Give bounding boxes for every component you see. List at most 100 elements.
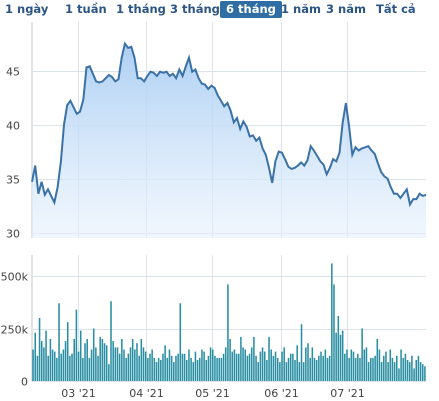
volume-bar xyxy=(333,284,335,381)
volume-bar xyxy=(376,339,379,381)
volume-bar xyxy=(129,347,132,381)
volume-bar xyxy=(168,349,171,381)
volume-bar xyxy=(201,349,203,381)
volume-bar xyxy=(259,351,262,381)
volume-bar xyxy=(361,328,363,381)
volume-bar xyxy=(244,349,247,381)
price-line xyxy=(31,41,427,208)
tab-1-year[interactable]: 1 năm xyxy=(281,2,321,16)
volume-bar xyxy=(136,343,138,381)
volume-bar xyxy=(69,355,71,381)
volume-bar xyxy=(97,355,99,381)
volume-bar xyxy=(350,349,353,381)
volume-bar xyxy=(415,360,418,381)
volume-bar xyxy=(131,339,134,381)
volume-bar xyxy=(248,353,251,381)
volume-bar xyxy=(49,339,52,381)
volume-bar xyxy=(149,353,151,381)
volume-bar xyxy=(237,353,240,381)
volume-tick-label: 0 xyxy=(21,376,28,389)
volume-bar xyxy=(66,322,69,381)
volume-bar xyxy=(58,303,60,381)
volume-bar xyxy=(134,349,136,381)
volume-bar xyxy=(207,355,210,381)
volume-bar xyxy=(370,357,372,381)
volume-bar xyxy=(224,347,227,381)
volume-bar xyxy=(279,362,281,381)
volume-bar xyxy=(177,353,179,381)
volume-bar xyxy=(322,355,324,381)
volume-bar xyxy=(99,336,101,381)
volume-bar xyxy=(289,353,292,381)
volume-bar xyxy=(220,357,223,381)
volume-bar xyxy=(153,357,156,381)
volume-bar xyxy=(389,349,392,381)
volume-bar xyxy=(285,362,288,381)
volume-bar xyxy=(121,339,123,381)
volume-bar xyxy=(77,351,80,381)
volume-bar xyxy=(408,362,411,381)
volume-bar xyxy=(79,330,82,381)
x-tick-label: 03 '21 xyxy=(61,387,96,400)
volume-bar xyxy=(82,357,84,381)
volume-bar xyxy=(352,351,355,381)
tab-all[interactable]: Tất cả xyxy=(376,2,416,16)
tab-6-months[interactable]: 6 tháng xyxy=(220,1,282,18)
volume-bar xyxy=(400,349,402,381)
volume-bar xyxy=(198,357,201,381)
price-area xyxy=(32,43,426,238)
volume-bar xyxy=(211,349,214,381)
volume-bar xyxy=(188,349,190,381)
volume-bar xyxy=(320,351,322,381)
volume-bar xyxy=(250,347,253,381)
volume-bar xyxy=(331,263,333,381)
volume-bar xyxy=(196,360,199,381)
volume-bar xyxy=(411,355,413,381)
tab-1-week[interactable]: 1 tuần xyxy=(65,2,107,16)
tab-1-day[interactable]: 1 ngày xyxy=(5,2,49,16)
volume-bar xyxy=(214,355,216,381)
volume-bar xyxy=(424,366,426,381)
volume-bar xyxy=(38,318,41,381)
volume-bar xyxy=(363,349,366,381)
volume-bar xyxy=(272,355,275,381)
volume-bar xyxy=(90,349,93,381)
volume-bar xyxy=(95,347,97,381)
volume-bar xyxy=(162,353,164,381)
volume-bar xyxy=(138,355,140,381)
volume-bar xyxy=(300,324,303,381)
volume-bar xyxy=(64,341,67,381)
volume-bar xyxy=(43,347,45,381)
volume-tick-label: 250k xyxy=(1,324,29,337)
tab-1-month[interactable]: 1 tháng xyxy=(116,2,166,16)
volume-bar xyxy=(103,343,106,381)
volume-bar xyxy=(341,330,344,381)
volume-bar xyxy=(218,357,221,381)
volume-bar xyxy=(34,332,37,381)
volume-bar xyxy=(374,355,376,381)
volume-bar xyxy=(205,360,208,381)
volume-bar xyxy=(166,357,169,381)
volume-bar xyxy=(261,347,264,381)
volume-bar xyxy=(344,353,346,381)
volume-bar xyxy=(144,351,147,381)
volume-bar xyxy=(240,336,242,381)
volume-bar xyxy=(419,362,422,381)
volume-bar xyxy=(231,351,234,381)
volume-bar xyxy=(311,347,314,381)
volume-bar xyxy=(190,357,192,381)
volume-bar xyxy=(421,364,424,381)
volume-bar xyxy=(60,353,62,381)
volume-bar xyxy=(112,341,114,381)
volume-bar xyxy=(246,355,249,381)
volume-bar xyxy=(40,341,43,381)
tab-3-years[interactable]: 3 năm xyxy=(326,2,366,16)
volume-bar xyxy=(142,347,145,381)
volume-bar xyxy=(346,349,348,381)
tab-3-months[interactable]: 3 tháng xyxy=(170,2,220,16)
volume-bar xyxy=(88,357,91,381)
volume-bar xyxy=(105,345,108,381)
volume-bars xyxy=(32,263,426,381)
volume-bar xyxy=(114,347,117,381)
volume-bar xyxy=(110,301,112,381)
